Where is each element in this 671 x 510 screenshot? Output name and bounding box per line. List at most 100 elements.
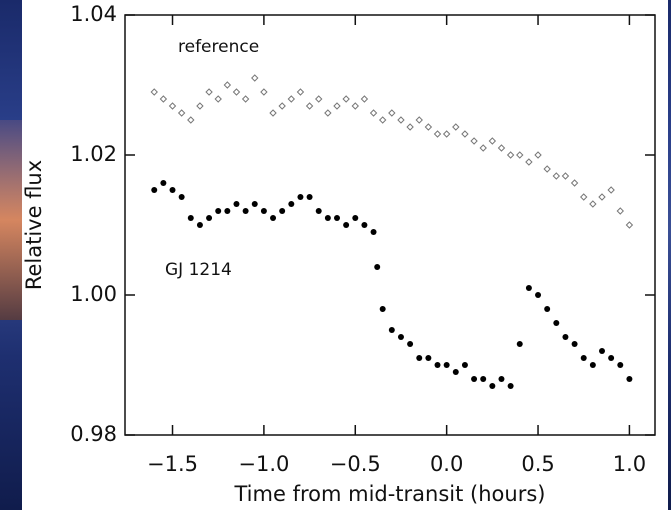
data-point <box>525 158 533 166</box>
y-tick-label: 0.98 <box>70 422 117 446</box>
data-point <box>589 200 597 208</box>
data-point <box>617 362 624 368</box>
data-point <box>489 383 496 389</box>
data-point <box>580 193 588 201</box>
x-tick-label: 1.0 <box>613 452 646 476</box>
data-point <box>488 137 497 145</box>
data-point <box>150 88 158 96</box>
data-point <box>561 172 570 180</box>
y-tick-label: 1.02 <box>70 142 117 166</box>
data-point <box>223 81 232 89</box>
data-point <box>224 208 231 214</box>
data-point <box>324 215 331 221</box>
data-point <box>333 102 341 110</box>
data-point <box>260 208 267 214</box>
data-point <box>434 362 441 368</box>
plot-frame <box>124 14 656 436</box>
data-point <box>287 95 296 103</box>
y-axis-label: Relative flux <box>22 160 46 290</box>
annotation: reference <box>178 37 259 57</box>
x-tick-label: −1.5 <box>147 452 198 476</box>
data-point <box>297 194 304 200</box>
data-point <box>178 194 185 200</box>
data-point <box>607 186 615 194</box>
data-point <box>388 327 395 333</box>
data-point <box>424 123 433 131</box>
data-point <box>315 95 323 103</box>
data-point <box>516 151 524 159</box>
annotation: GJ 1214 <box>165 260 232 280</box>
data-point <box>288 201 295 207</box>
data-point <box>452 123 460 131</box>
data-point <box>242 208 249 214</box>
x-tick-label: −0.5 <box>330 452 381 476</box>
data-point <box>351 102 359 110</box>
data-point <box>270 215 277 221</box>
data-point <box>379 306 386 312</box>
data-point <box>461 130 469 138</box>
data-point <box>552 172 561 180</box>
data-point <box>452 369 459 375</box>
data-point <box>443 362 450 368</box>
data-point <box>543 165 551 173</box>
data-point <box>397 334 404 340</box>
data-point <box>361 222 368 228</box>
data-point <box>599 348 605 354</box>
data-point <box>260 88 268 96</box>
data-point <box>589 362 596 368</box>
data-point <box>369 109 378 117</box>
data-point <box>168 102 177 110</box>
data-point <box>397 116 405 124</box>
data-point <box>305 102 314 110</box>
x-axis-label: Time from mid-transit (hours) <box>234 482 546 506</box>
data-point <box>370 229 377 235</box>
data-point <box>461 362 468 368</box>
data-point <box>433 130 442 138</box>
data-point <box>196 102 204 110</box>
data-point <box>251 201 258 207</box>
data-point <box>187 116 195 124</box>
data-point <box>306 194 313 200</box>
data-point <box>233 201 240 207</box>
data-point <box>360 95 369 103</box>
data-point <box>570 179 579 187</box>
data-point <box>480 376 487 382</box>
y-tick-label: 1.00 <box>70 282 117 306</box>
data-point <box>296 88 305 96</box>
data-point <box>608 355 615 361</box>
data-point <box>334 215 340 221</box>
data-point <box>507 383 514 389</box>
data-point <box>315 208 322 214</box>
data-point <box>506 151 515 159</box>
data-point <box>425 355 432 361</box>
data-point <box>177 109 186 117</box>
data-point <box>374 264 381 270</box>
data-point <box>232 88 241 96</box>
x-tick-label: 0.5 <box>521 452 554 476</box>
data-point <box>626 376 633 382</box>
data-point <box>214 95 222 103</box>
data-point <box>471 376 478 382</box>
data-point <box>205 88 213 96</box>
x-tick-label: −1.0 <box>238 452 289 476</box>
data-point <box>616 207 624 215</box>
data-point <box>151 187 158 193</box>
data-point <box>196 222 203 228</box>
data-point <box>187 215 194 221</box>
data-point <box>625 221 634 229</box>
data-point <box>169 187 176 193</box>
data-point <box>206 215 213 221</box>
data-point <box>525 285 532 291</box>
data-point <box>251 74 259 82</box>
x-tick-label: 0.0 <box>430 452 463 476</box>
data-point <box>215 208 222 214</box>
data-point <box>278 102 286 110</box>
data-point <box>553 320 560 326</box>
data-point <box>159 95 168 103</box>
y-tick-label: 1.04 <box>70 2 117 26</box>
data-point <box>406 123 414 131</box>
data-point <box>343 222 350 228</box>
data-point <box>516 341 523 347</box>
data-point <box>470 137 478 145</box>
